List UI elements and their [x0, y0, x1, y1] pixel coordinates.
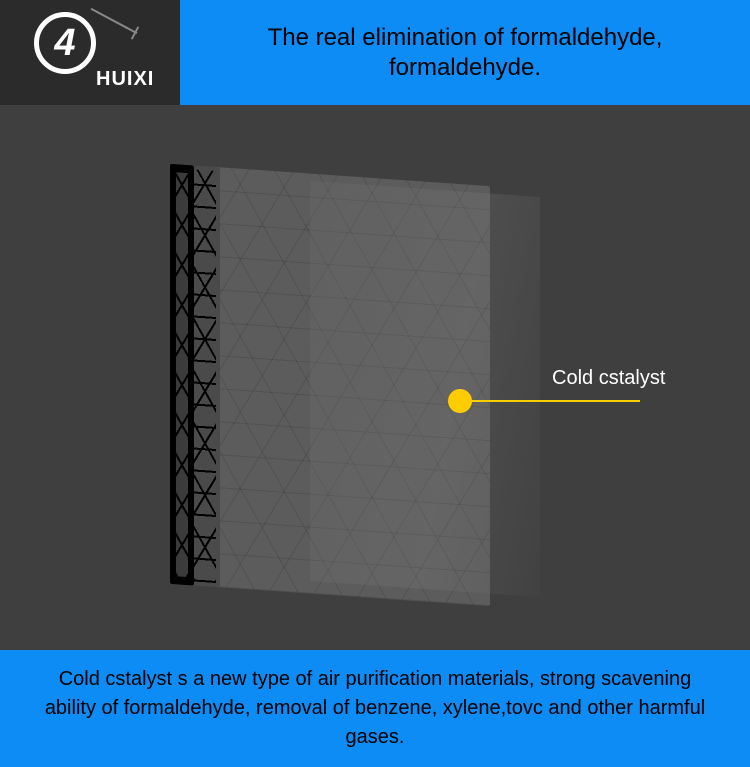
glass-overlay — [310, 181, 540, 597]
step-badge: 4 HUIXI — [0, 0, 180, 105]
badge-tick-icon — [131, 26, 139, 39]
badge-ring-icon: 4 — [34, 12, 96, 74]
title-bar: The real elimination of formaldehyde, fo… — [180, 0, 750, 105]
page-root: 4 HUIXI The real elimination of formalde… — [0, 0, 750, 767]
brand-label: HUIXI — [96, 68, 154, 91]
callout-line — [460, 400, 640, 402]
step-number: 4 — [54, 24, 75, 62]
footer-caption: Cold cstalyst s a new type of air purifi… — [40, 665, 710, 752]
callout-label: Cold cstalyst — [552, 367, 665, 390]
page-title: The real elimination of formaldehyde, fo… — [200, 23, 730, 83]
footer-caption-bar: Cold cstalyst s a new type of air purifi… — [0, 650, 750, 767]
badge-tick-icon — [91, 8, 138, 34]
header: 4 HUIXI The real elimination of formalde… — [0, 0, 750, 105]
filter-layer-mid — [190, 165, 220, 587]
illustration-area: Cold cstalyst — [0, 105, 750, 650]
filter-layer-front — [170, 164, 194, 586]
